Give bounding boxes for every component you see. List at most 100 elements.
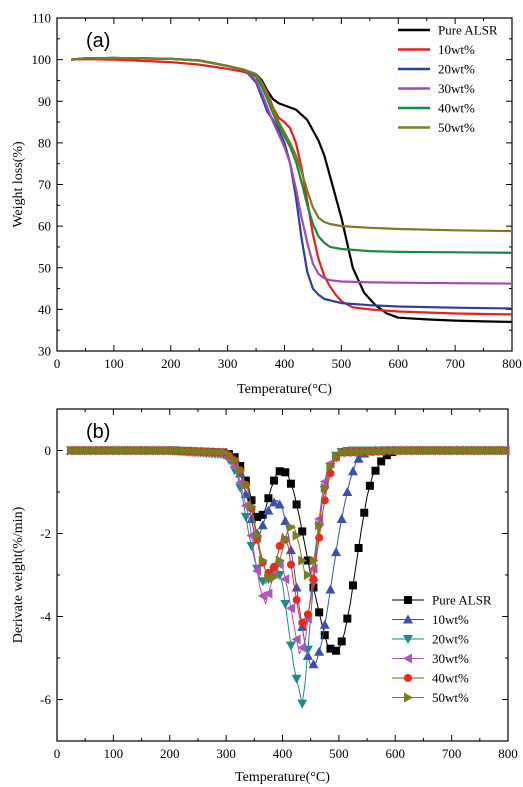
data-point [134, 445, 144, 456]
panel-label: (b) [86, 421, 110, 443]
x-tick-label: 800 [502, 356, 522, 371]
y-tick-label: -4 [40, 609, 51, 624]
y-axis: 30 40 50 60 70 80 90 100 110 [32, 11, 512, 359]
data-point [286, 560, 295, 569]
data-point [332, 452, 342, 463]
data-point [320, 631, 329, 640]
data-point [275, 467, 284, 476]
x-tick-label: 400 [273, 746, 293, 761]
data-point [427, 445, 437, 456]
data-point [174, 445, 184, 456]
data-point [285, 641, 296, 651]
legend-label: Pure ALSR [432, 593, 492, 608]
data-point [342, 487, 353, 496]
series-10wt [71, 58, 513, 316]
y-axis: -6 -4 -2 0 [40, 408, 508, 742]
data-point [280, 574, 290, 585]
data-point [347, 466, 358, 476]
data-point [343, 447, 353, 458]
data-point [247, 501, 257, 512]
data-point [258, 555, 268, 566]
data-point [253, 512, 262, 521]
series-line-50wt [71, 56, 513, 233]
data-point [297, 642, 307, 653]
data-point [422, 445, 432, 456]
data-point [303, 610, 312, 619]
data-point [84, 445, 94, 456]
data-point [410, 445, 420, 456]
data-point [257, 520, 268, 530]
data-point [292, 595, 301, 604]
data-point [264, 494, 273, 503]
x-axis: 0 100 200 300 400 500 600 700 800 [54, 409, 518, 761]
data-point [286, 479, 295, 488]
data-point [337, 447, 347, 458]
data-point [308, 659, 319, 669]
y-tick-label: 100 [32, 52, 52, 67]
y-tick-label: 60 [38, 219, 51, 234]
data-point [95, 445, 105, 456]
y-tick-label: 40 [38, 302, 51, 317]
data-point [315, 533, 324, 542]
data-point [270, 572, 280, 583]
data-point [208, 447, 218, 458]
data-point [285, 603, 295, 614]
data-point [106, 445, 116, 456]
data-point [461, 445, 471, 456]
data-point [100, 445, 110, 456]
chart-panel-a: 0 100 200 300 400 500 600 700 800 30 40 50 60 70 80 90 1… [11, 11, 522, 398]
data-point [309, 575, 318, 584]
legend-label: 50wt% [438, 120, 475, 135]
data-point [269, 497, 280, 507]
x-tick-label: 600 [386, 746, 406, 761]
data-point [371, 466, 380, 475]
data-point [354, 544, 363, 553]
series-line-10wt [71, 58, 513, 316]
data-point [253, 530, 263, 541]
legend-marker [404, 692, 413, 703]
data-point [275, 555, 285, 566]
data-point [303, 556, 312, 565]
data-point [281, 534, 291, 545]
panel-label: (a) [86, 30, 110, 52]
data-point [162, 445, 172, 456]
data-point [291, 674, 302, 684]
data-point [78, 445, 88, 456]
data-point [382, 445, 392, 456]
data-point [230, 455, 240, 466]
y-tick-label: 0 [45, 443, 52, 458]
data-point [112, 445, 122, 456]
data-point [298, 618, 307, 627]
x-tick-label: 700 [445, 356, 465, 371]
data-point [336, 513, 347, 523]
data-point [263, 588, 273, 599]
legend: Pure ALSR 10wt% 20wt% 30wt% 40wt% 50wt% [392, 593, 492, 705]
data-point [285, 545, 296, 555]
legend-label: 40wt% [432, 671, 469, 686]
x-tick-label: 0 [54, 746, 61, 761]
legend-marker [404, 674, 412, 682]
data-point [264, 572, 274, 583]
legend-label: 30wt% [432, 651, 469, 666]
data-point [433, 445, 443, 456]
data-point [286, 522, 296, 533]
data-point [331, 547, 342, 557]
series-50wt [71, 56, 513, 233]
x-tick-label: 200 [161, 356, 181, 371]
data-point [315, 520, 325, 531]
data-point [467, 445, 477, 456]
data-point [377, 457, 386, 466]
data-point [246, 541, 257, 551]
data-point [388, 445, 398, 456]
data-point [444, 445, 454, 456]
legend-label: 10wt% [432, 612, 469, 627]
data-point [332, 646, 341, 655]
legend-label: 50wt% [432, 690, 469, 705]
data-point [377, 446, 387, 457]
data-point [168, 445, 178, 456]
data-point [354, 446, 364, 457]
x-tick-label: 500 [332, 356, 352, 371]
data-point [365, 446, 375, 457]
data-point [456, 445, 466, 456]
data-point [326, 461, 336, 472]
